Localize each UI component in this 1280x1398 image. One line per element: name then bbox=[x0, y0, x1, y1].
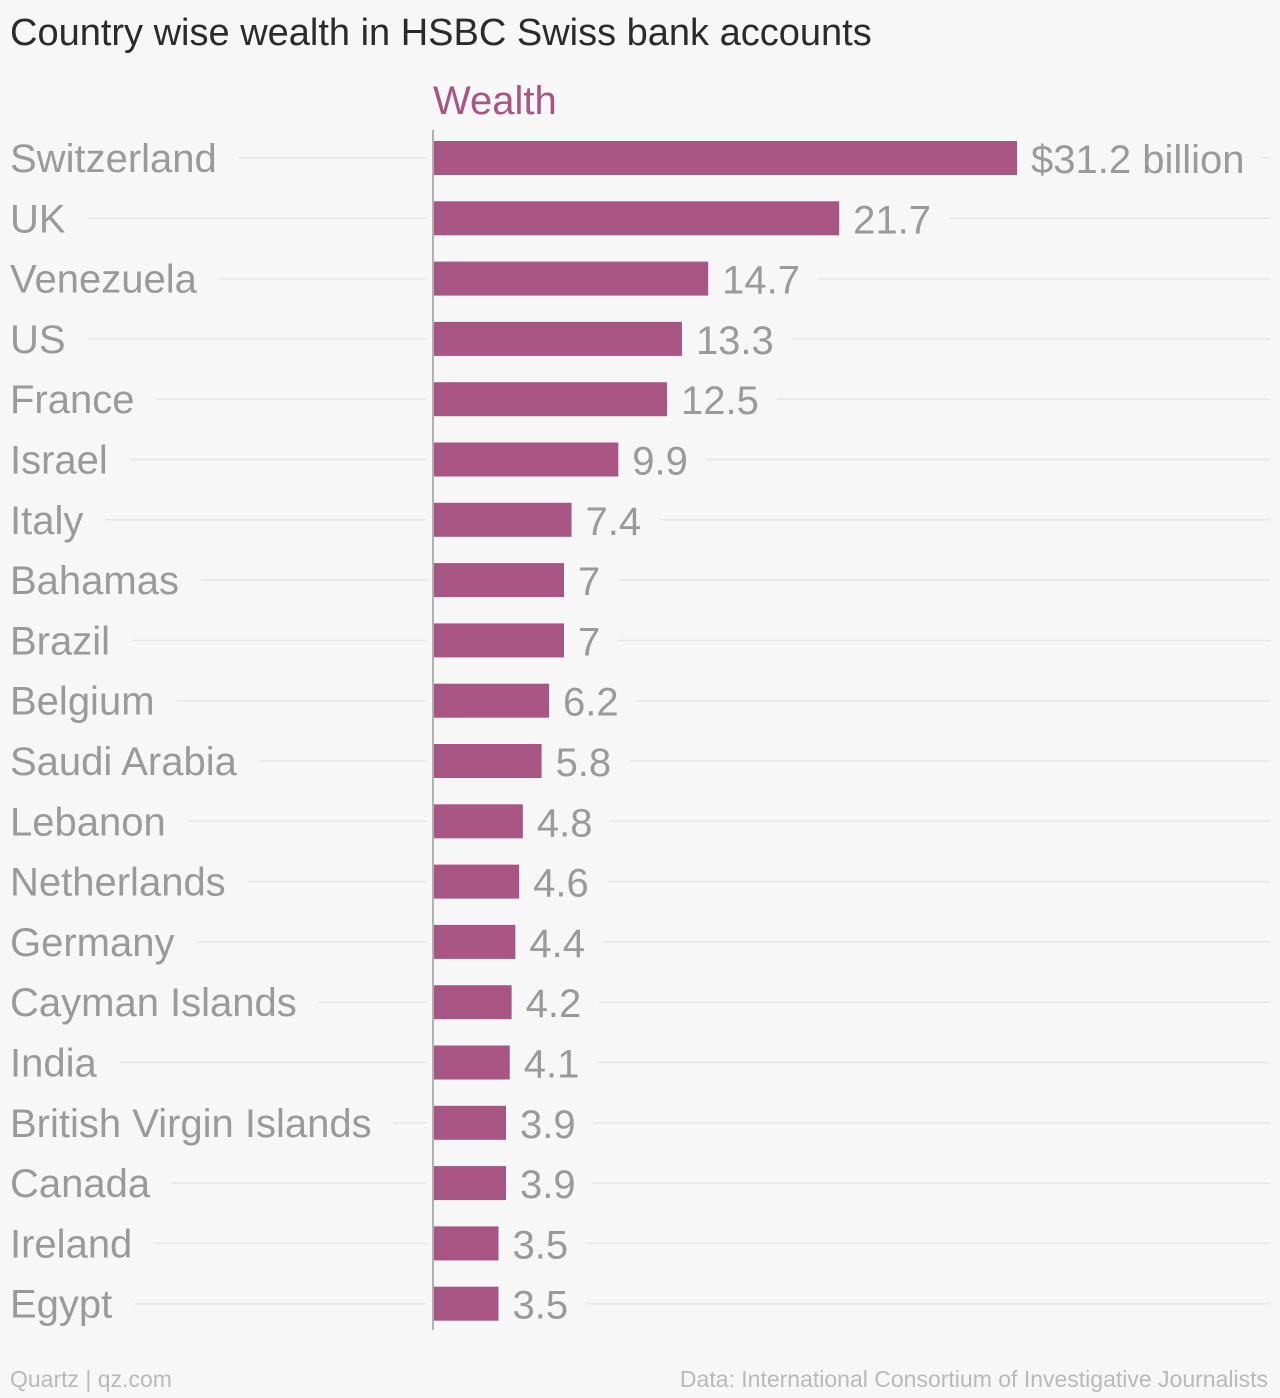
bar bbox=[433, 1226, 499, 1261]
value-label: 3.5 bbox=[513, 1223, 569, 1267]
category-label: Belgium bbox=[10, 680, 155, 724]
bar bbox=[433, 1166, 506, 1201]
value-label: 4.2 bbox=[526, 982, 582, 1026]
value-label: 3.9 bbox=[520, 1103, 576, 1147]
value-label: 21.7 bbox=[853, 198, 931, 242]
category-label: Saudi Arabia bbox=[10, 740, 238, 784]
value-label: 7.4 bbox=[586, 500, 642, 544]
bar bbox=[433, 623, 565, 658]
category-label: Cayman Islands bbox=[10, 981, 297, 1025]
value-label: 5.8 bbox=[556, 741, 612, 785]
bars bbox=[433, 141, 1017, 1321]
category-label: Canada bbox=[10, 1162, 151, 1206]
category-label: Brazil bbox=[10, 619, 110, 663]
series-label-wealth: Wealth bbox=[433, 79, 557, 123]
bar-chart: Switzerland UK Venezuela US France Israel Ital… bbox=[10, 79, 1270, 1330]
category-label: India bbox=[10, 1042, 97, 1086]
bar bbox=[433, 924, 516, 959]
category-label: Egypt bbox=[10, 1283, 112, 1327]
category-label: Switzerland bbox=[10, 137, 217, 181]
value-labels: $31.2 billion 21.7 14.7 13.3 12.5 9.9 7.4 7 7 6.2… bbox=[513, 138, 1245, 1328]
category-label: Israel bbox=[10, 439, 108, 483]
value-label: 12.5 bbox=[681, 379, 759, 423]
category-label: Ireland bbox=[10, 1222, 132, 1266]
bar bbox=[433, 804, 523, 839]
value-label: 3.5 bbox=[513, 1284, 569, 1328]
value-label: 4.1 bbox=[524, 1043, 580, 1087]
value-label: 4.8 bbox=[537, 801, 593, 845]
value-label: $31.2 billion bbox=[1031, 138, 1245, 182]
category-label: Netherlands bbox=[10, 861, 226, 905]
bar bbox=[433, 442, 619, 477]
value-label: 13.3 bbox=[696, 319, 774, 363]
category-label: Bahamas bbox=[10, 559, 179, 603]
bar bbox=[433, 321, 682, 356]
value-label: 7 bbox=[578, 560, 600, 604]
value-label: 14.7 bbox=[722, 259, 800, 303]
chart-title: Country wise wealth in HSBC Swiss bank a… bbox=[10, 12, 872, 54]
category-label: Italy bbox=[10, 499, 83, 543]
bar bbox=[433, 141, 1017, 175]
footer-source-left: Quartz | qz.com bbox=[10, 1366, 172, 1392]
bar bbox=[433, 1045, 510, 1080]
bar bbox=[433, 985, 512, 1020]
bar bbox=[433, 201, 840, 236]
bar bbox=[433, 382, 667, 417]
bar bbox=[433, 1105, 506, 1140]
category-label: US bbox=[10, 318, 66, 362]
bar bbox=[433, 1286, 499, 1321]
value-label: 7 bbox=[578, 620, 600, 664]
value-label: 9.9 bbox=[632, 440, 688, 484]
bar bbox=[433, 502, 572, 537]
value-label: 3.9 bbox=[520, 1163, 576, 1207]
value-label: 4.6 bbox=[533, 862, 589, 906]
bar bbox=[433, 744, 542, 778]
category-label: Germany bbox=[10, 921, 175, 965]
value-label: 4.4 bbox=[529, 922, 585, 966]
category-labels: Switzerland UK Venezuela US France Israel Ital… bbox=[10, 137, 372, 1327]
bar bbox=[433, 261, 709, 296]
footer-source-right: Data: International Consortium of Invest… bbox=[679, 1366, 1268, 1392]
category-label: UK bbox=[10, 197, 66, 241]
bar bbox=[433, 563, 565, 598]
value-label: 6.2 bbox=[563, 681, 619, 725]
bar bbox=[433, 683, 550, 718]
category-label: British Virgin Islands bbox=[10, 1102, 372, 1146]
bar bbox=[433, 864, 520, 899]
category-label: France bbox=[10, 378, 135, 422]
category-label: Venezuela bbox=[10, 258, 198, 302]
category-label: Lebanon bbox=[10, 800, 166, 844]
gridlines bbox=[87, 157, 1270, 1305]
